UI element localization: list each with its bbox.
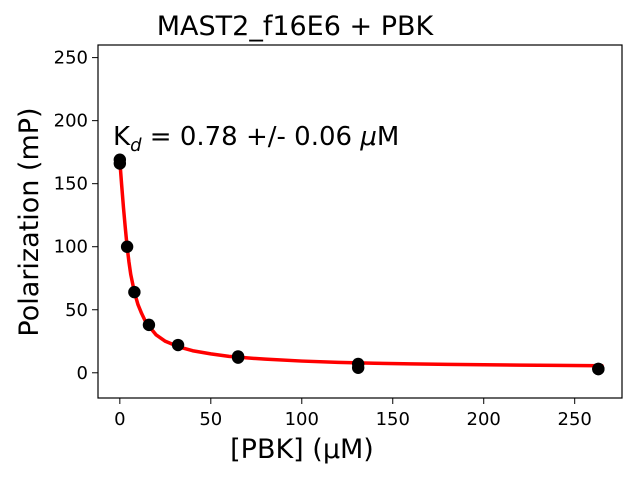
plot-area: 0 50 100 150 200 250 0 50 100 150 200 250	[54, 44, 623, 430]
x-tick-label-200: 200	[467, 409, 501, 430]
series-layer	[113, 153, 605, 376]
data-point	[351, 361, 365, 374]
x-axis-label: [PBK] (µM)	[230, 434, 374, 465]
data-point	[113, 157, 127, 170]
chart-title: MAST2_f16E6 + PBK	[157, 11, 435, 42]
y-tick-label-50: 50	[65, 300, 88, 321]
annotation-mu: μ	[359, 122, 377, 152]
annotation-kd: Kd = 0.78 +/- 0.06 μM	[113, 122, 399, 156]
x-tick-label-250: 250	[558, 409, 592, 430]
y-tick-label-150: 150	[54, 174, 88, 195]
data-point	[171, 338, 185, 352]
annotation-prefix: K	[113, 122, 131, 152]
y-axis-label: Polarization (mP)	[14, 107, 45, 336]
x-tick-label-50: 50	[199, 409, 222, 430]
plot-frame	[97, 44, 623, 399]
annotation-subscript: d	[130, 135, 142, 156]
x-tick-label-0: 0	[114, 409, 125, 430]
y-tick-label-250: 250	[54, 48, 88, 69]
x-tick-label-150: 150	[376, 409, 410, 430]
fit-curve	[118, 159, 604, 368]
annotation-unit: M	[377, 122, 399, 152]
data-point	[142, 318, 156, 332]
y-tick-label-200: 200	[54, 111, 88, 132]
data-point	[592, 362, 605, 376]
x-tick-label-100: 100	[285, 409, 319, 430]
y-tick-label-0: 0	[77, 363, 88, 384]
y-tick-label-100: 100	[54, 237, 88, 258]
data-point	[128, 285, 141, 299]
data-point	[120, 240, 134, 253]
data-point	[231, 351, 245, 364]
x-axis: 0 50 100 150 200 250	[114, 398, 592, 430]
annotation-value: = 0.78 +/- 0.06	[142, 122, 361, 152]
y-axis: 0 50 100 150 200 250	[54, 48, 98, 384]
